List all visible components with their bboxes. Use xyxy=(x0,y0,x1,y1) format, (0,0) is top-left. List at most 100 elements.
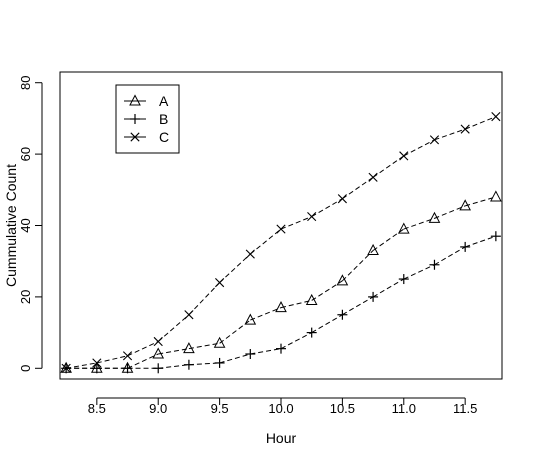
x-axis-title: Hour xyxy=(266,430,297,446)
series-segment xyxy=(434,246,466,266)
plot-frame xyxy=(59,71,503,380)
series-segment xyxy=(66,362,97,369)
series-segment xyxy=(158,348,190,355)
data-point xyxy=(306,327,317,338)
data-point xyxy=(337,194,347,204)
data-point xyxy=(398,274,409,285)
series-segment xyxy=(127,341,159,357)
axes: 8.5 9.0 9.5 10.0 10.5 11.0 11.5 0 20 40 60 80 xyxy=(18,75,477,416)
series-layer xyxy=(60,112,502,374)
legend-marker xyxy=(129,94,141,106)
data-point xyxy=(275,301,287,313)
x-marker-b xyxy=(61,363,71,373)
series-segment xyxy=(311,198,343,218)
series-segment xyxy=(280,216,312,230)
series-segment xyxy=(127,353,159,369)
series-segment xyxy=(434,128,466,141)
x-marker-b xyxy=(399,151,409,161)
x-marker-b xyxy=(245,249,255,259)
x-tick-label: 11.5 xyxy=(453,401,477,416)
series-segment xyxy=(342,250,374,282)
series-segment xyxy=(280,299,312,309)
series-segment xyxy=(311,280,343,301)
series-segment xyxy=(311,314,343,334)
x-marker-b xyxy=(215,278,225,288)
x-marker-b xyxy=(153,336,163,347)
data-point xyxy=(491,112,501,122)
x-marker-b xyxy=(429,135,440,145)
data-point xyxy=(429,135,440,145)
data-point xyxy=(122,351,133,361)
series-segment xyxy=(403,264,435,280)
data-point xyxy=(337,309,348,320)
data-point xyxy=(459,199,471,211)
x-tick-label: 8.5 xyxy=(88,401,106,416)
series-segment xyxy=(219,253,251,283)
data-point xyxy=(244,313,257,325)
series-segment xyxy=(403,139,435,157)
y-tick-label: 40 xyxy=(18,218,33,232)
data-point xyxy=(184,310,194,320)
data-point xyxy=(460,241,471,252)
series-segment xyxy=(372,278,405,298)
data-point xyxy=(336,274,349,286)
x-marker-b xyxy=(307,211,317,222)
data-point xyxy=(152,347,165,359)
series-segment xyxy=(465,235,497,248)
x-marker-b xyxy=(491,112,501,122)
legend-label: A xyxy=(159,93,169,109)
data-point xyxy=(245,349,256,360)
data-point xyxy=(153,336,163,347)
series-segment xyxy=(250,348,282,355)
data-point xyxy=(92,358,102,368)
x-marker-b xyxy=(276,224,286,234)
data-point xyxy=(61,363,71,373)
data-point xyxy=(276,224,286,234)
x-marker-b xyxy=(92,358,102,368)
data-point xyxy=(214,357,225,368)
legend-marker xyxy=(130,132,140,142)
y-tick-label: 60 xyxy=(18,147,33,161)
data-point xyxy=(368,172,378,182)
series-segment xyxy=(342,176,374,200)
data-point xyxy=(153,363,164,374)
data-point xyxy=(213,336,226,348)
series-segment xyxy=(342,296,374,316)
data-point xyxy=(215,278,225,288)
series-segment xyxy=(188,362,220,366)
x-marker-b xyxy=(460,124,470,134)
series-segment xyxy=(188,342,220,350)
series-B xyxy=(61,231,501,374)
data-point xyxy=(367,243,379,255)
legend-marker xyxy=(130,114,140,124)
data-point xyxy=(245,249,255,259)
legend-item-A: A xyxy=(124,93,169,109)
x-marker-b xyxy=(130,132,140,142)
series-segment xyxy=(434,205,466,219)
data-point xyxy=(183,342,195,354)
series-segment xyxy=(96,355,128,364)
x-marker-b xyxy=(337,194,347,204)
y-tick-label: 80 xyxy=(18,75,33,89)
data-point xyxy=(399,151,409,161)
data-point xyxy=(91,363,102,374)
series-segment xyxy=(157,314,190,342)
data-point xyxy=(429,259,440,270)
data-point xyxy=(305,293,318,305)
legend-label: B xyxy=(159,111,168,127)
x-tick-label: 10.0 xyxy=(268,401,293,416)
y-tick-label: 20 xyxy=(18,290,33,304)
series-segment xyxy=(249,228,282,255)
series-segment xyxy=(464,116,497,130)
x-tick-label: 9.0 xyxy=(149,401,167,416)
data-point xyxy=(307,211,317,222)
data-point xyxy=(490,190,502,202)
legend: ABC xyxy=(115,84,180,154)
legend-item-C: C xyxy=(124,129,169,145)
data-point xyxy=(490,231,501,242)
x-marker-b xyxy=(122,351,133,361)
data-point xyxy=(183,359,194,370)
data-point xyxy=(397,222,410,234)
series-segment xyxy=(219,353,251,364)
